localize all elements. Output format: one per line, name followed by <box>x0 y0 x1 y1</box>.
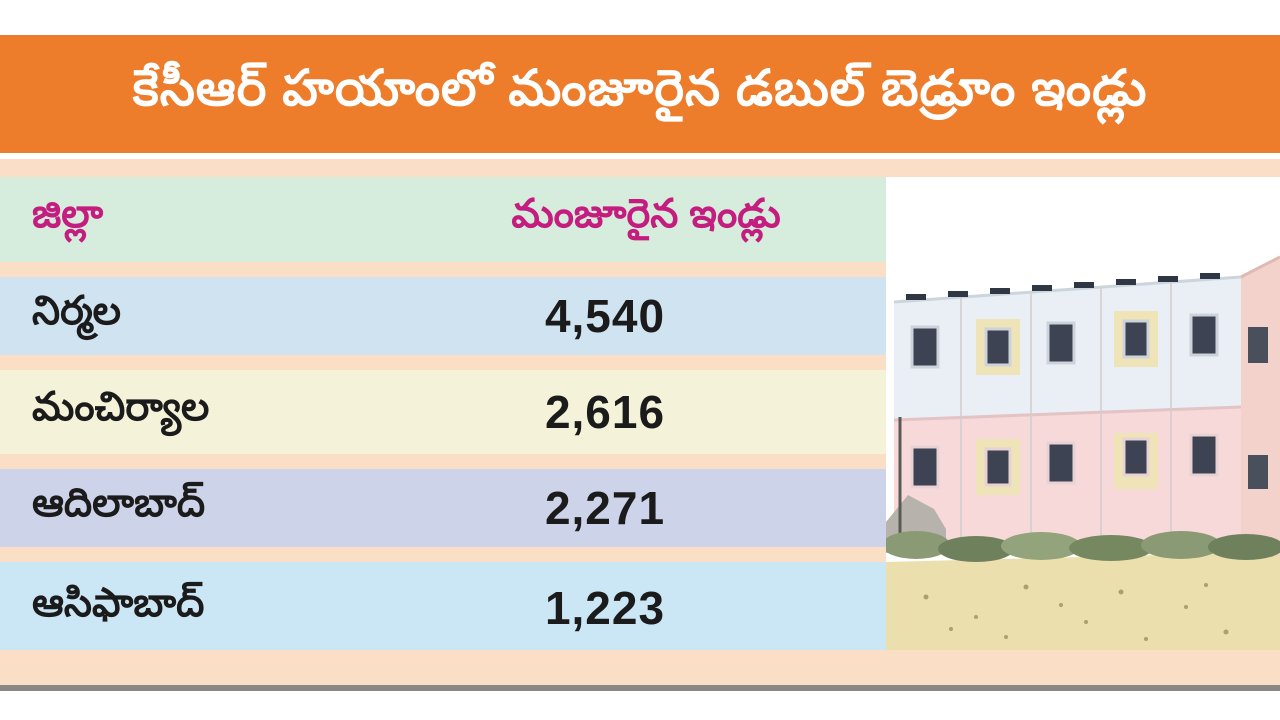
houses-value: 2,271 <box>544 482 666 534</box>
row-divider <box>0 262 886 277</box>
bottom-gray-rule <box>0 685 1280 691</box>
header-district: జిల్లా <box>32 192 104 236</box>
table-row: నిర్మల 4,540 <box>0 277 886 355</box>
header-houses: మంజూరైన ఇండ్లు <box>511 192 781 236</box>
table-header-row: జిల్లా మంజూరైన ఇండ్లు <box>0 177 886 262</box>
bottom-divider-strip <box>0 650 1280 685</box>
district-name: మంచిర్యాల <box>32 384 210 429</box>
houses-value: 2,616 <box>544 386 666 438</box>
table-row: ఆదిలాబాద్ 2,271 <box>0 469 886 547</box>
houses-value: 1,223 <box>544 582 666 634</box>
row-divider <box>0 454 886 469</box>
building-photo-illustration <box>886 177 1280 650</box>
districts-table: జిల్లా మంజూరైన ఇండ్లు నిర్మల 4,540 మంచిర… <box>0 177 886 654</box>
title-banner: కేసీఆర్ హయాంలో మంజూరైన డబుల్ బెడ్రూం ఇండ… <box>0 35 1280 153</box>
district-name: నిర్మల <box>32 288 122 333</box>
row-divider <box>0 547 886 562</box>
building-photo <box>886 177 1280 650</box>
table-row: మంచిర్యాల 2,616 <box>0 370 886 454</box>
district-name: ఆదిలాబాద్ <box>32 480 206 525</box>
table-row: ఆసిఫాబాద్ 1,223 <box>0 562 886 654</box>
top-divider-strip <box>0 159 1280 177</box>
row-divider <box>0 355 886 370</box>
houses-value: 4,540 <box>544 290 666 342</box>
page-title: కేసీఆర్ హయాంలో మంజూరైన డబుల్ బెడ్రూం ఇండ… <box>132 59 1148 116</box>
district-name: ఆసిఫాబాద్ <box>32 580 205 625</box>
